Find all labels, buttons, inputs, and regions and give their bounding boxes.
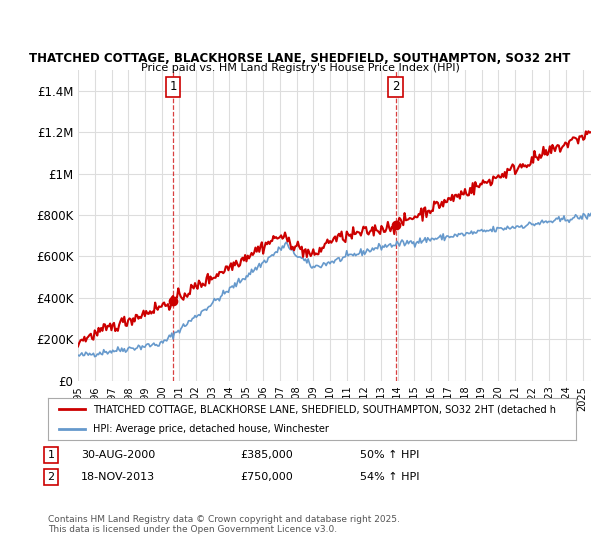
Text: 1: 1 bbox=[169, 80, 177, 93]
Text: 1: 1 bbox=[47, 450, 55, 460]
Text: £750,000: £750,000 bbox=[240, 472, 293, 482]
Text: HPI: Average price, detached house, Winchester: HPI: Average price, detached house, Winc… bbox=[93, 424, 329, 434]
Text: 50% ↑ HPI: 50% ↑ HPI bbox=[360, 450, 419, 460]
Text: 30-AUG-2000: 30-AUG-2000 bbox=[81, 450, 155, 460]
Text: THATCHED COTTAGE, BLACKHORSE LANE, SHEDFIELD, SOUTHAMPTON, SO32 2HT (detached h: THATCHED COTTAGE, BLACKHORSE LANE, SHEDF… bbox=[93, 404, 556, 414]
Text: Contains HM Land Registry data © Crown copyright and database right 2025.
This d: Contains HM Land Registry data © Crown c… bbox=[48, 515, 400, 534]
Text: 18-NOV-2013: 18-NOV-2013 bbox=[81, 472, 155, 482]
Text: THATCHED COTTAGE, BLACKHORSE LANE, SHEDFIELD, SOUTHAMPTON, SO32 2HT: THATCHED COTTAGE, BLACKHORSE LANE, SHEDF… bbox=[29, 52, 571, 65]
Text: Price paid vs. HM Land Registry's House Price Index (HPI): Price paid vs. HM Land Registry's House … bbox=[140, 63, 460, 73]
Text: 54% ↑ HPI: 54% ↑ HPI bbox=[360, 472, 419, 482]
Text: £385,000: £385,000 bbox=[240, 450, 293, 460]
Text: 2: 2 bbox=[47, 472, 55, 482]
Text: 2: 2 bbox=[392, 80, 400, 93]
